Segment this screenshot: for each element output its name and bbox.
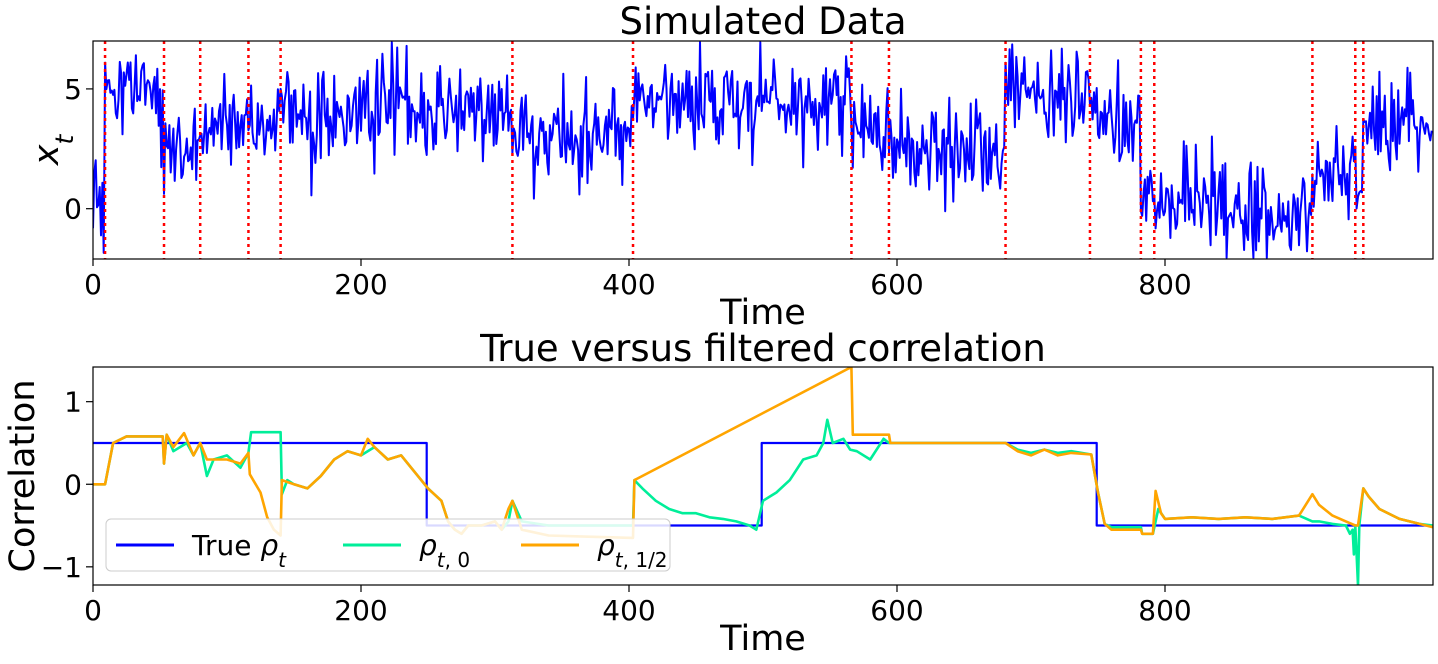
legend-label-rho0: ρt, 0: [419, 529, 470, 572]
x-tick-label: 200: [334, 268, 387, 301]
legend-entry-rho0: ρt, 0: [343, 529, 470, 572]
y-ticks: 05: [64, 73, 93, 226]
y-tick-label: 0: [64, 193, 82, 226]
y-ticks: −1 0 1: [41, 386, 93, 584]
x-ticks: 0 200 400 600 800: [84, 585, 1192, 627]
simulated-series-group: [93, 41, 1433, 259]
legend: True ρt ρt, 0 ρt, 1/2: [105, 518, 671, 572]
x-axis-label: Time: [719, 619, 806, 659]
x-tick-label: 800: [1138, 268, 1191, 301]
x-tick-label: 0: [84, 268, 102, 301]
x-tick-label: 800: [1138, 594, 1191, 627]
correlation-chart: True versus filtered correlation 0 200 400…: [3, 327, 1434, 659]
chart-title: Simulated Data: [619, 0, 906, 43]
axes-frame: [92, 40, 1434, 260]
y-tick-label: 5: [64, 73, 82, 106]
x-axis-label: Time: [719, 293, 806, 333]
correlation-series-group: [93, 367, 1433, 585]
series-line-x: [93, 41, 1433, 259]
simulated-data-chart: Simulated Data 0 200 400 600 800 05 Time xt: [27, 0, 1434, 333]
y-tick-label: 1: [64, 386, 82, 419]
x-tick-label: 600: [870, 594, 923, 627]
legend-label-rho-half: ρt, 1/2: [597, 529, 668, 572]
series-line-rho-half: [93, 367, 1433, 540]
x-tick-label: 600: [870, 268, 923, 301]
changepoint-lines-group: [103, 41, 1365, 259]
y-tick-label: 0: [64, 468, 82, 501]
chart-title: True versus filtered correlation: [479, 327, 1046, 370]
x-ticks: 0 200 400 600 800: [84, 259, 1192, 301]
legend-entry-rho-half: ρt, 1/2: [521, 529, 668, 572]
axes-frame: [92, 366, 1434, 586]
y-axis-label: Correlation: [3, 380, 43, 573]
x-tick-label: 200: [334, 594, 387, 627]
x-tick-label: 0: [84, 594, 102, 627]
y-tick-label: −1: [41, 551, 82, 584]
x-tick-label: 400: [602, 268, 655, 301]
x-tick-label: 400: [602, 594, 655, 627]
series-line-true-rho: [93, 441, 1433, 527]
